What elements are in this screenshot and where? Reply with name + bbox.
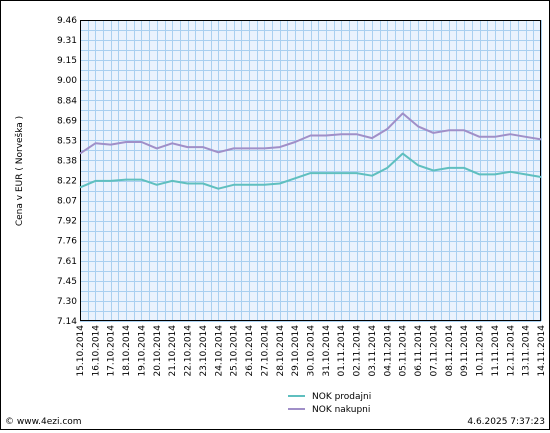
- x-tick-label: 19.10.2014: [137, 325, 147, 377]
- x-tick-label: 08.11.2014: [445, 325, 455, 377]
- x-tick-label: 21.10.2014: [168, 325, 178, 377]
- x-tick-label: 11.11.2014: [491, 325, 501, 377]
- series-lines: [79, 112, 542, 190]
- series-line-nok-prodajni: [79, 152, 542, 190]
- y-tick-label: 7.76: [57, 237, 77, 247]
- legend-label: NOK nakupni: [312, 405, 370, 415]
- x-tick-label: 01.11.2014: [337, 325, 347, 377]
- legend-label: NOK prodajni: [312, 392, 371, 402]
- grid: [80, 20, 542, 322]
- x-tick-label: 31.10.2014: [322, 325, 332, 377]
- y-axis-label: Cena v EUR ( Norveška ): [14, 116, 25, 226]
- x-tick-label: 30.10.2014: [307, 325, 317, 377]
- x-tick-label: 04.11.2014: [383, 325, 393, 377]
- y-tick-label: 7.92: [57, 217, 77, 227]
- y-tick-label: 9.31: [57, 36, 77, 46]
- x-axis-ticks: 15.10.2014 16.10.2014 17.10.2014 18.10.2014…: [76, 325, 547, 377]
- x-tick-label: 07.11.2014: [429, 325, 439, 377]
- y-tick-label: 9.46: [57, 16, 77, 26]
- legend: NOK prodajni NOK nakupni: [288, 392, 371, 415]
- x-tick-label: 09.11.2014: [460, 325, 470, 377]
- x-tick-label: 23.10.2014: [199, 325, 209, 377]
- series-line-nok-nakupni: [79, 112, 542, 155]
- x-tick-label: 28.10.2014: [276, 325, 286, 377]
- x-tick-label: 03.11.2014: [368, 325, 378, 377]
- x-tick-label: 10.11.2014: [476, 325, 486, 377]
- source-credit: © www.4ezi.com: [5, 417, 82, 427]
- x-tick-label: 27.10.2014: [260, 325, 270, 377]
- x-tick-label: 15.10.2014: [76, 325, 86, 377]
- y-tick-label: 7.30: [57, 297, 77, 307]
- x-tick-label: 06.11.2014: [414, 325, 424, 377]
- y-tick-label: 8.07: [57, 197, 77, 207]
- y-tick-label: 9.00: [57, 76, 77, 86]
- x-tick-label: 16.10.2014: [91, 325, 101, 377]
- y-tick-label: 8.69: [57, 116, 77, 126]
- x-tick-label: 24.10.2014: [214, 325, 224, 377]
- y-tick-label: 7.45: [57, 277, 77, 287]
- y-tick-label: 9.15: [57, 56, 77, 66]
- y-tick-label: 7.14: [57, 317, 77, 327]
- x-tick-label: 12.11.2014: [506, 325, 516, 377]
- x-tick-label: 18.10.2014: [122, 325, 132, 377]
- x-tick-label: 25.10.2014: [230, 325, 240, 377]
- y-tick-label: 8.84: [57, 96, 77, 106]
- y-tick-label: 7.61: [57, 257, 77, 267]
- y-tick-label: 8.38: [57, 156, 77, 166]
- timestamp: 4.6.2025 7:37:23: [467, 417, 545, 427]
- x-tick-label: 22.10.2014: [184, 325, 194, 377]
- x-tick-label: 14.11.2014: [537, 325, 547, 377]
- x-tick-label: 26.10.2014: [245, 325, 255, 377]
- plot-border: [80, 20, 541, 321]
- x-tick-label: 20.10.2014: [153, 325, 163, 377]
- y-axis-ticks: 9.46 9.31 9.15 9.00 8.84 8.69 8.53 8.38 8.22 8.07…: [57, 16, 77, 327]
- x-tick-label: 13.11.2014: [522, 325, 532, 377]
- y-tick-label: 8.22: [57, 177, 77, 187]
- x-tick-label: 02.11.2014: [353, 325, 363, 377]
- x-tick-label: 29.10.2014: [291, 325, 301, 377]
- x-tick-label: 05.11.2014: [399, 325, 409, 377]
- y-tick-label: 8.53: [57, 136, 77, 146]
- x-tick-label: 17.10.2014: [107, 325, 117, 377]
